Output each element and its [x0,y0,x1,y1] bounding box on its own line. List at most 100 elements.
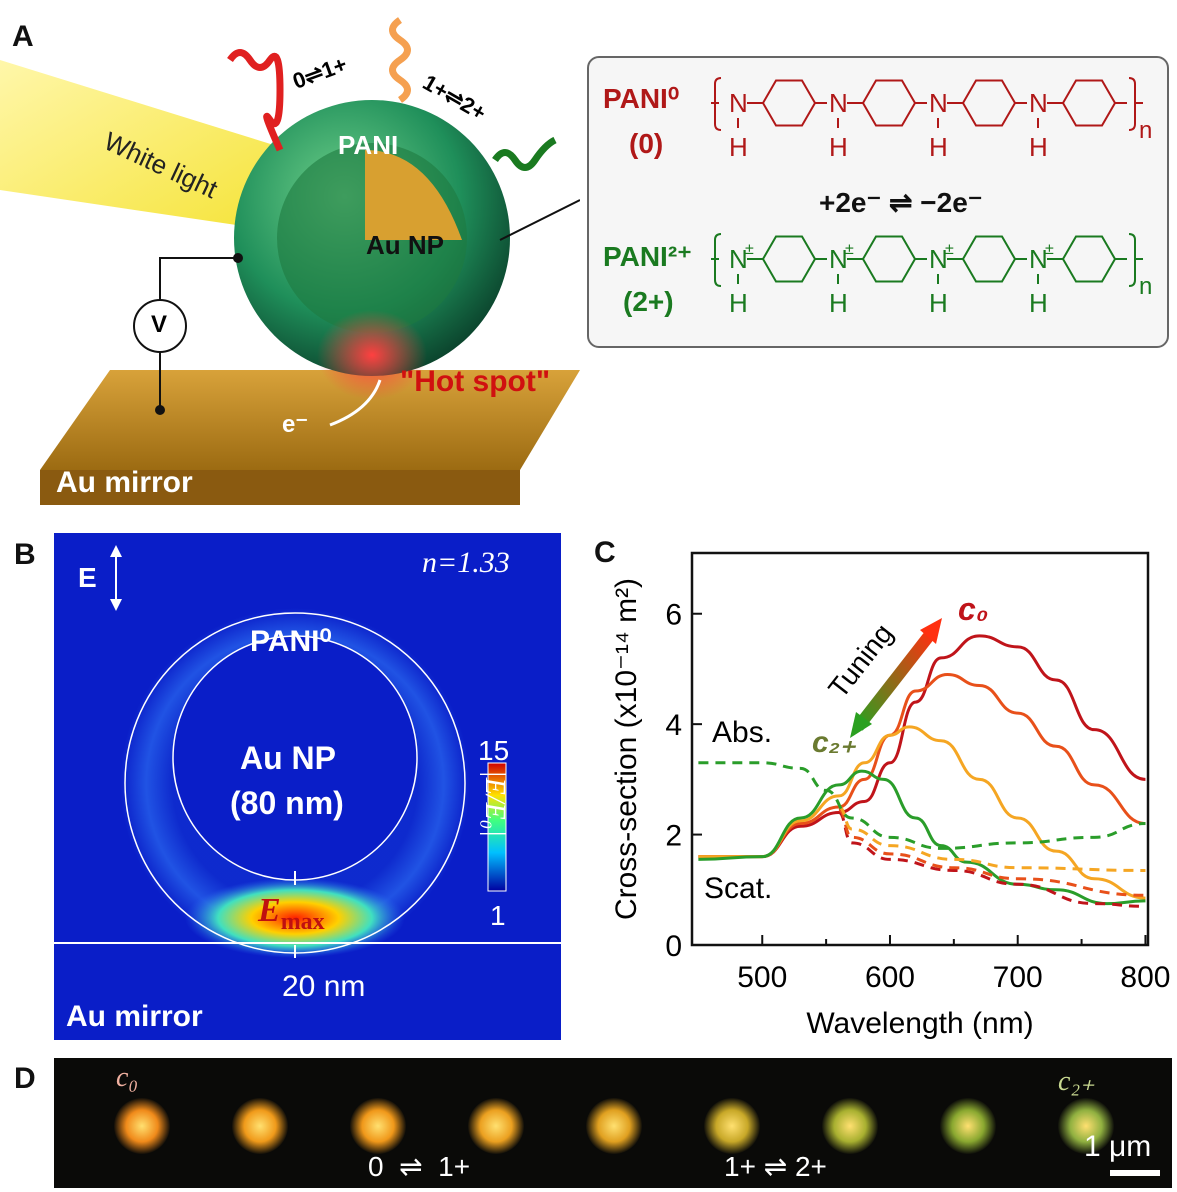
hot-spot [317,310,427,400]
au-mirror-label: Au mirror [56,466,193,499]
red-wave-icon [227,49,284,152]
tuning-arrow [853,628,937,731]
redox-reaction: +2e⁻ ⇌ −2e⁻ [819,187,983,218]
nitrogen-atom: N [829,88,848,118]
nanoparticle-spot [822,1098,878,1154]
hydrogen-atom: H [929,132,948,162]
charge-label: ± [845,241,854,258]
nitrogen-atom: N [1029,88,1048,118]
orange-wave-icon [389,17,411,103]
pani0-state: (0) [629,128,664,159]
cross-section-chart: 500 600 700 800 0 2 4 6 Wavelength (nm) Cross-sec… [610,551,1170,1040]
c0-label: c₀ [958,591,988,627]
colorbar-max: 15 [478,735,510,766]
electron-transfer-arrow [329,379,382,427]
y-tick-label: 4 [665,709,682,742]
c2-label: c₂₊ [812,726,856,759]
nanoparticle-spot [114,1098,170,1154]
series-line [698,634,1146,859]
y-tick-label: 2 [665,820,682,853]
hydrogen-atom: H [729,132,748,162]
series-line [698,761,1146,850]
hot-spot-label: "Hot spot" [400,365,551,398]
hydrogen-atom: H [729,288,748,318]
nanoparticle-spot [704,1098,760,1154]
green-wave-icon [492,136,557,171]
series-line [838,805,1146,872]
au-np-field-label: Au NP [240,740,336,776]
abs-label: Abs. [712,716,772,749]
nitrogen-atom: N [1029,244,1048,274]
nitrogen-atom: N [929,244,948,274]
panel-a-illustration [0,17,580,505]
circuit-wire [159,257,238,300]
arrow-to-box [499,199,580,241]
step1-label: 0 ⇌ 1+ [368,1151,471,1182]
electron-label: e⁻ [282,411,309,438]
series-line [698,725,1146,900]
scat-label: Scat. [704,872,772,905]
hydrogen-atom: H [829,132,848,162]
series-line [698,672,1146,859]
plot-frame [690,551,1150,947]
field-map [54,533,561,1040]
nitrogen-atom: N [729,244,748,274]
pani0-name: PANI⁰ [603,83,680,114]
nitrogen-atom: N [829,244,848,274]
start-state-label: c₀ [116,1062,139,1093]
au-mirror-side [40,470,520,505]
panel-d-label: D [14,1062,36,1095]
repeat-unit-label: n [1139,117,1152,144]
darkfield-image-strip: c₀ c₂₊ 0 ⇌ 1+ 1+ ⇌ 2+ 1 μm [54,1058,1172,1188]
y-tick-label: 6 [665,599,682,632]
nitrogen-atom: N [929,88,948,118]
colorbar [487,762,507,892]
series-line [698,769,1146,906]
charge-label: ± [745,241,754,258]
refractive-index-label: n=1.33 [422,546,510,579]
hydrogen-atom: H [829,288,848,318]
repeat-unit-label: n [1139,273,1152,300]
series-line [838,808,1146,897]
e-field-label: E [78,562,97,593]
pani-label: PANI [338,130,399,160]
panel-b-label: B [14,538,36,571]
scale-bar [1110,1170,1160,1176]
emax-label: Emax [258,892,325,935]
charge-label: ± [1045,241,1054,258]
end-state-label: c₂₊ [1058,1066,1095,1097]
au-np-cutaway [365,150,462,240]
x-tick-label: 600 [865,961,915,994]
voltmeter-icon [133,299,187,353]
voltmeter-label: V [151,311,168,338]
nanoparticle-spot [940,1098,996,1154]
panel-c-label: C [594,536,616,569]
gap-label: 20 nm [282,970,366,1003]
hydrogen-atom: H [1029,288,1048,318]
step2-label: 1+ ⇌ 2+ [724,1151,827,1182]
hydrogen-atom: H [1029,132,1048,162]
scale-bar-label: 1 μm [1084,1130,1152,1163]
x-tick-label: 500 [737,961,787,994]
x-tick-label: 700 [993,961,1043,994]
pani2-state: (2+) [623,286,674,317]
x-axis-label: Wavelength (nm) [806,1007,1033,1040]
au-mirror-top [40,370,580,470]
nanoparticle-spot [350,1098,406,1154]
white-light-beam [0,60,290,230]
series-line [838,810,1146,908]
pani2-name: PANI²⁺ [603,241,692,272]
hot-spot-field [185,878,405,958]
pani2-chain: N±HN±HN±HN±Hn [711,233,1152,318]
x-tick-label: 800 [1120,961,1170,994]
panel-a-label: A [12,20,34,53]
hydrogen-atom: H [929,288,948,318]
nanoparticle-spot [232,1098,288,1154]
b-au-mirror-label: Au mirror [66,1000,203,1033]
nanoparticle-spot [468,1098,524,1154]
nanoparticle-spot [1058,1098,1114,1154]
colorbar-min: 1 [490,900,506,931]
